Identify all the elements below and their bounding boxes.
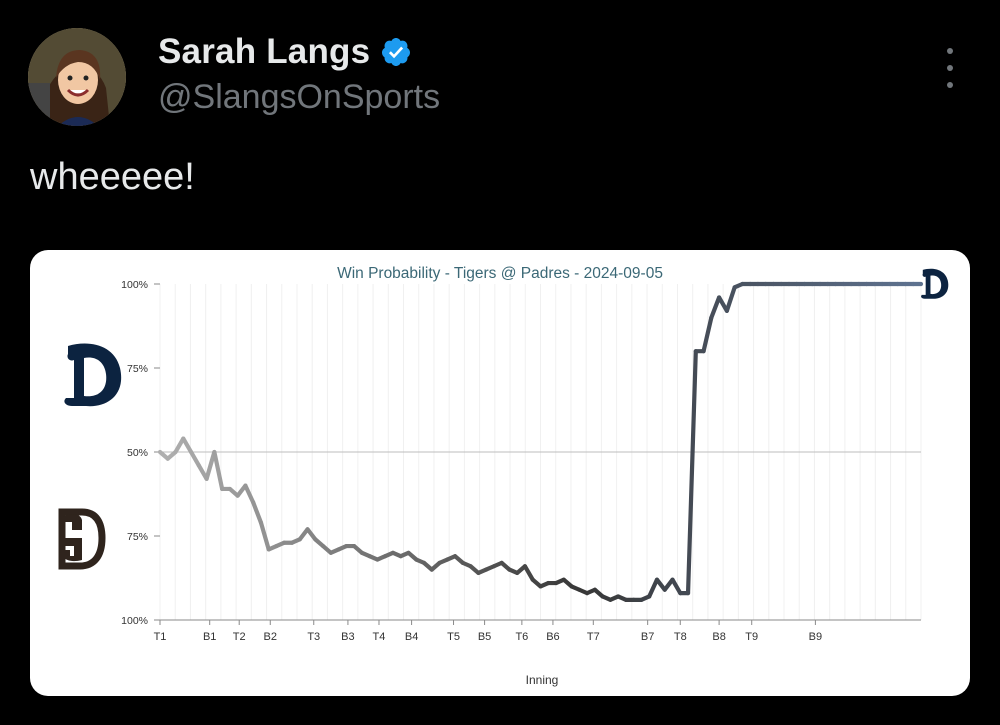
avatar-image: [28, 28, 126, 126]
series-segment: [522, 564, 535, 582]
series-segment: [685, 349, 698, 596]
series-segment: [188, 449, 201, 468]
tigers-logo-small-icon: [921, 268, 949, 299]
author-name[interactable]: Sarah Langs: [158, 32, 371, 71]
x-tick-label: B3: [341, 631, 354, 643]
y-tick-label: 100%: [121, 279, 148, 291]
chart-x-label: Inning: [526, 673, 559, 687]
series-segment: [670, 577, 683, 596]
series-segment: [305, 527, 318, 542]
series-segment: [212, 449, 225, 492]
series-segment: [724, 285, 737, 313]
x-tick-label: B8: [712, 631, 725, 643]
x-tick-label: T4: [373, 631, 386, 643]
x-tick-label: T3: [307, 631, 320, 643]
tweet-text: wheeeee!: [30, 156, 195, 198]
series-segment: [647, 577, 660, 599]
x-tick-label: T6: [515, 631, 528, 643]
author-row: Sarah Langs: [158, 30, 412, 74]
x-tick-label: B1: [203, 631, 216, 643]
more-options-button[interactable]: [934, 48, 966, 88]
x-tick-label: B7: [641, 631, 654, 643]
y-tick-label: 75%: [127, 363, 148, 375]
x-tick-label: T5: [447, 631, 460, 643]
x-tick-label: B5: [478, 631, 491, 643]
chart-x-ticks: T1 B1 T2 B2 T3 B3 T4 B4 T5 B5 T6 B6 T7 B7 T8 B8 T9 B9: [154, 620, 822, 643]
tigers-logo-icon: [64, 343, 122, 407]
x-tick-label: B2: [264, 631, 277, 643]
series-segment: [258, 520, 271, 552]
y-tick-label: 75%: [127, 531, 148, 543]
series-segment: [251, 500, 264, 525]
padres-logo-icon: [56, 508, 106, 570]
more-vertical-icon-dot: [947, 48, 953, 54]
author-handle[interactable]: @SlangsOnSports: [158, 78, 441, 116]
verified-badge-icon: [382, 38, 411, 66]
x-tick-label: B4: [405, 631, 418, 643]
x-tick-label: T1: [154, 631, 167, 643]
media-card[interactable]: 100% 75% 50% 75% 100% T1 B1 T2 B2 T3 B3 T4 B4 T5 B5 T6…: [30, 250, 970, 696]
series-segment: [709, 295, 722, 320]
more-vertical-icon-dot: [947, 65, 953, 71]
x-tick-label: T8: [674, 631, 687, 643]
y-tick-label: 100%: [121, 615, 148, 627]
avatar[interactable]: [28, 28, 126, 126]
win-probability-chart: 100% 75% 50% 75% 100% T1 B1 T2 B2 T3 B3 T4 B4 T5 B5 T6…: [56, 265, 949, 687]
x-tick-label: T7: [587, 631, 600, 643]
x-tick-label: T9: [745, 631, 758, 643]
y-tick-label: 50%: [127, 447, 148, 459]
series-segment: [204, 449, 217, 481]
x-tick-label: T2: [233, 631, 246, 643]
series-segment: [701, 315, 714, 354]
chart-title: Win Probability - Tigers @ Padres - 2024…: [337, 265, 663, 282]
x-tick-label: B6: [546, 631, 559, 643]
more-vertical-icon-dot: [947, 82, 953, 88]
series-segment: [243, 483, 256, 505]
series-segment: [181, 436, 194, 455]
chart-series: [157, 281, 924, 602]
chart-y-ticks: 100% 75% 50% 75% 100%: [121, 279, 160, 627]
series-segment: [173, 436, 186, 455]
x-tick-label: B9: [809, 631, 822, 643]
